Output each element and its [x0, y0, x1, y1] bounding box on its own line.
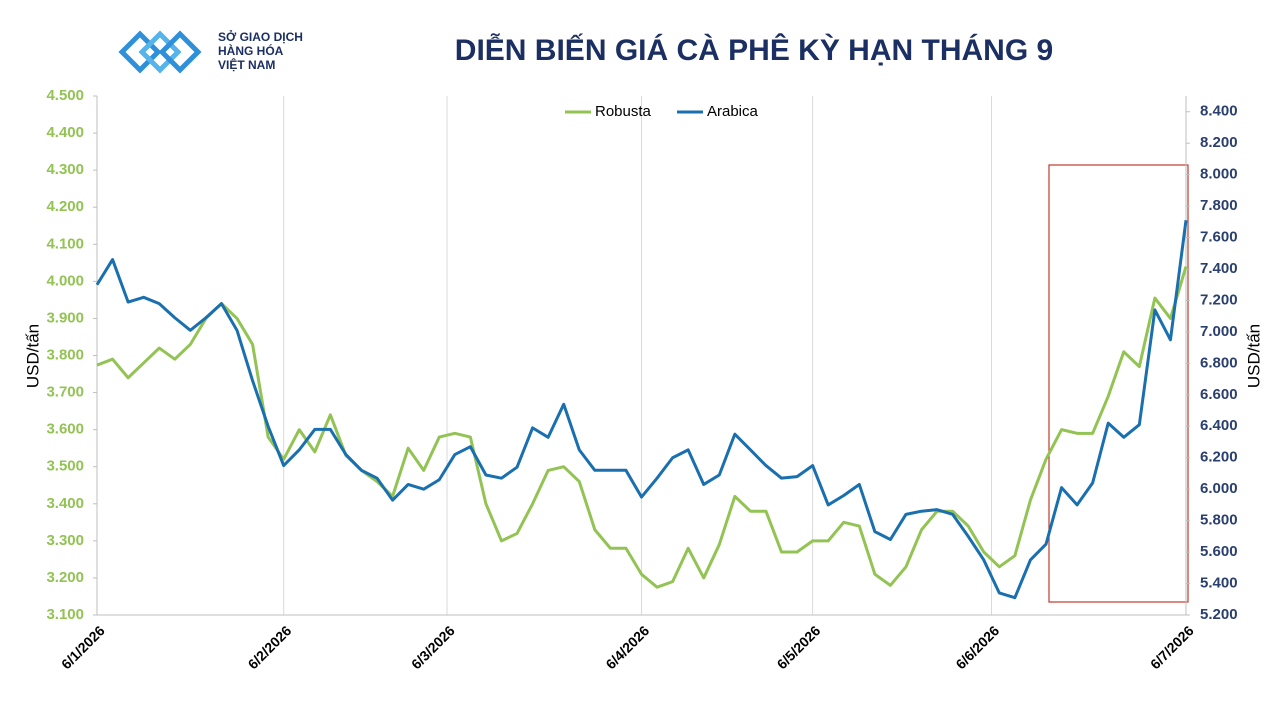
- x-tick-label: 6/5/2026: [774, 622, 824, 672]
- y-tick-label: 4.300: [46, 161, 84, 178]
- y2-axis-label: USD/tấn: [1244, 324, 1263, 388]
- y2-tick-label: 6.800: [1200, 354, 1238, 371]
- y2-tick-label: 8.000: [1200, 166, 1238, 183]
- legend-label: Arabica: [707, 103, 759, 120]
- y-tick-label: 3.300: [46, 532, 84, 549]
- y-tick-label: 3.200: [46, 569, 84, 586]
- y-tick-label: 4.000: [46, 272, 84, 289]
- y2-tick-label: 8.200: [1200, 134, 1238, 151]
- y2-tick-label: 6.200: [1200, 449, 1238, 466]
- x-tick-label: 6/1/2026: [58, 622, 108, 672]
- y2-tick-label: 8.400: [1200, 103, 1238, 120]
- logo-mark: [118, 30, 202, 74]
- y2-tick-label: 6.600: [1200, 386, 1238, 403]
- x-tick-label: 6/7/2026: [1147, 622, 1197, 672]
- y-tick-label: 4.500: [46, 87, 84, 104]
- y2-tick-label: 7.800: [1200, 197, 1238, 214]
- highlight-box: [1048, 164, 1189, 603]
- y-tick-label: 4.100: [46, 235, 84, 252]
- y-tick-label: 3.900: [46, 309, 84, 326]
- y2-tick-label: 5.800: [1200, 512, 1238, 529]
- legend-label: Robusta: [595, 103, 652, 120]
- logo-text: HÀNG HÓA: [218, 43, 284, 58]
- logo-text: SỞ GIAO DỊCH: [218, 29, 303, 44]
- x-tick-label: 6/6/2026: [952, 622, 1002, 672]
- y2-tick-label: 6.400: [1200, 417, 1238, 434]
- y-tick-label: 3.800: [46, 346, 84, 363]
- x-tick-label: 6/4/2026: [602, 622, 652, 672]
- y2-tick-label: 5.400: [1200, 575, 1238, 592]
- x-tick-label: 6/3/2026: [408, 622, 458, 672]
- y-tick-label: 3.400: [46, 495, 84, 512]
- y-axis-label: USD/tấn: [23, 324, 42, 388]
- y2-tick-label: 7.200: [1200, 291, 1238, 308]
- y2-tick-label: 7.600: [1200, 229, 1238, 246]
- x-tick-label: 6/2/2026: [245, 622, 295, 672]
- y-tick-label: 4.200: [46, 198, 84, 215]
- chart-title: DIỄN BIẾN GIÁ CÀ PHÊ KỲ HẠN THÁNG 9: [455, 33, 1053, 67]
- y2-tick-label: 6.000: [1200, 480, 1238, 497]
- series-line: [95, 220, 1188, 600]
- y2-tick-label: 5.600: [1200, 543, 1238, 560]
- y-tick-label: 3.700: [46, 384, 84, 401]
- y-tick-label: 3.600: [46, 421, 84, 438]
- y2-tick-label: 5.200: [1200, 606, 1238, 623]
- y2-tick-label: 7.000: [1200, 323, 1238, 340]
- y2-tick-label: 7.400: [1200, 260, 1238, 277]
- y-tick-label: 3.500: [46, 458, 84, 475]
- logo-text: VIỆT NAM: [218, 57, 275, 72]
- y-tick-label: 4.400: [46, 124, 84, 141]
- y-tick-label: 3.100: [46, 606, 84, 623]
